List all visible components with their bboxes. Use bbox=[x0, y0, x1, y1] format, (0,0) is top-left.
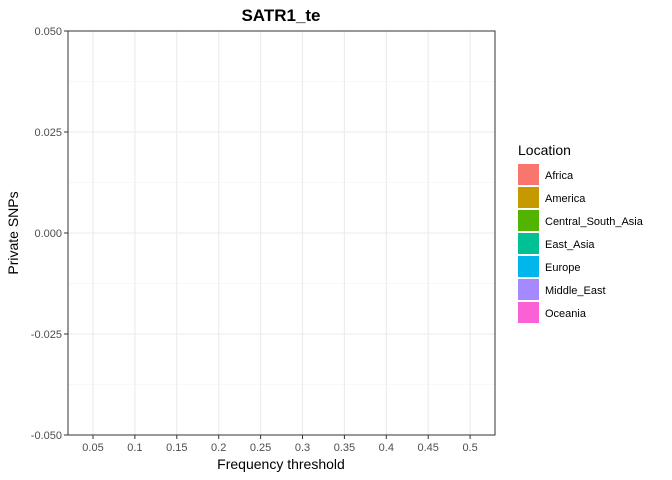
legend-key-middle-east bbox=[518, 279, 539, 300]
legend-key-east-asia bbox=[518, 233, 539, 254]
legend-label: America bbox=[545, 193, 586, 205]
legend-label: Central_South_Asia bbox=[545, 216, 644, 228]
x-tick-label: 0.4 bbox=[379, 442, 394, 454]
x-tick-label: 0.15 bbox=[166, 442, 187, 454]
y-axis-title: Private SNPs bbox=[5, 191, 21, 274]
x-tick-label: 0.05 bbox=[82, 442, 103, 454]
x-tick-label: 0.25 bbox=[250, 442, 271, 454]
legend-label: Europe bbox=[545, 262, 580, 274]
x-axis-title: Frequency threshold bbox=[217, 456, 345, 472]
chart-title: SATR1_te bbox=[241, 6, 320, 25]
legend: Location Africa America Central_South_Asia… bbox=[518, 142, 644, 323]
y-tick-label: 0.025 bbox=[34, 127, 62, 139]
x-tick-label: 0.1 bbox=[127, 442, 142, 454]
x-tick-label: 0.2 bbox=[211, 442, 226, 454]
legend-key-europe bbox=[518, 256, 539, 277]
legend-label: Africa bbox=[545, 170, 574, 182]
legend-key-central-south-asia bbox=[518, 210, 539, 231]
y-axis: 0.050 0.025 0.000 -0.025 -0.050 bbox=[31, 26, 68, 442]
y-tick-label: 0.000 bbox=[34, 228, 62, 240]
y-tick-label: 0.050 bbox=[34, 26, 62, 38]
legend-key-america bbox=[518, 187, 539, 208]
legend-label: Middle_East bbox=[545, 285, 606, 297]
legend-key-oceania bbox=[518, 302, 539, 323]
legend-label: East_Asia bbox=[545, 239, 595, 251]
y-tick-label: -0.050 bbox=[31, 430, 62, 442]
legend-key-africa bbox=[518, 164, 539, 185]
legend-title: Location bbox=[518, 142, 571, 158]
grid bbox=[68, 30, 495, 436]
x-tick-label: 0.5 bbox=[462, 442, 477, 454]
x-tick-label: 0.45 bbox=[417, 442, 438, 454]
legend-label: Oceania bbox=[545, 308, 587, 320]
y-tick-label: -0.025 bbox=[31, 329, 62, 341]
x-tick-label: 0.35 bbox=[334, 442, 355, 454]
x-axis: 0.05 0.1 0.15 0.2 0.25 0.3 0.35 0.4 0.45 0.5 bbox=[82, 435, 478, 454]
x-tick-label: 0.3 bbox=[295, 442, 310, 454]
